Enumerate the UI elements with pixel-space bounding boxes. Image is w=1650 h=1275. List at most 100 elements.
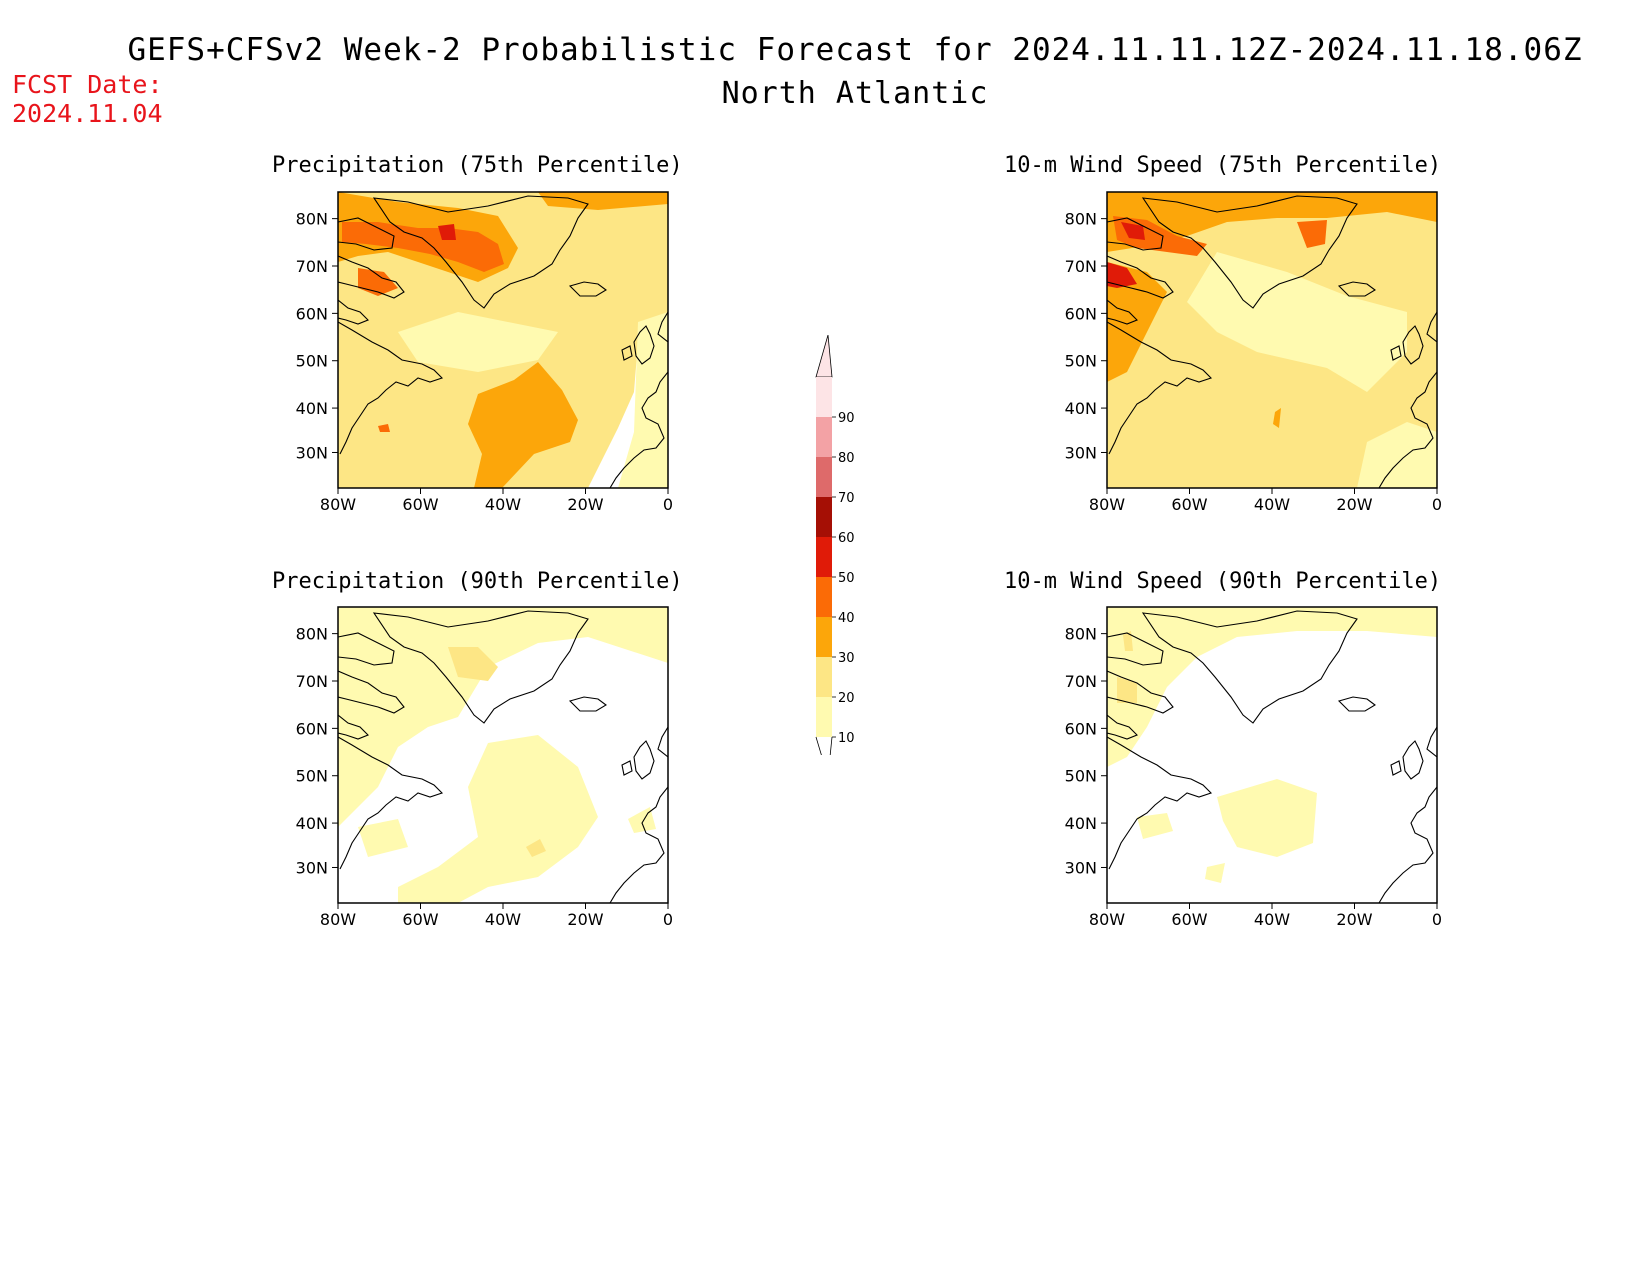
lon-tick-label: 40W	[1254, 495, 1290, 514]
probability-shading	[438, 224, 456, 240]
coastline	[1107, 255, 1174, 299]
colorbar-segment	[816, 497, 832, 537]
lat-tick-label: 30N	[1065, 858, 1097, 877]
lat-tick-label: 40N	[1065, 399, 1097, 418]
coastline	[338, 670, 405, 714]
panel-title-precip-90: Precipitation (90th Percentile)	[272, 569, 683, 594]
lat-tick-label: 60N	[1065, 719, 1097, 738]
map-wind-75: 80N 70N 60N 50N 40N 30N 80W 60W 40W 20W 0	[1057, 190, 1447, 530]
colorbar-cap-bottom	[815, 736, 833, 778]
probability-shading	[1117, 677, 1137, 703]
probability-shading	[1187, 252, 1407, 392]
coastline	[1390, 345, 1402, 361]
map-wind-90: 80N 70N 60N 50N 40N 30N 80W 60W 40W 20W 0	[1057, 605, 1447, 945]
colorbar-label: 50	[838, 571, 855, 586]
coastline	[1402, 325, 1424, 365]
coastline	[633, 325, 655, 365]
probability-shading	[1107, 262, 1137, 288]
lat-tick-label: 40N	[1065, 814, 1097, 833]
coastline	[338, 321, 444, 455]
coastline	[657, 311, 668, 343]
coastline	[1107, 714, 1138, 740]
lat-tick-label: 30N	[1065, 443, 1097, 462]
map-precip-75: 80N 70N 60N 50N 40N 30N 80W 60W 40W 20W 0	[288, 190, 678, 530]
colorbar-segment	[816, 657, 832, 697]
coastline	[338, 632, 395, 666]
coastline	[1378, 786, 1437, 903]
lon-tick-label: 0	[663, 910, 673, 929]
lon-tick-label: 40W	[1254, 910, 1290, 929]
coastline	[338, 255, 405, 299]
probability-shading	[378, 424, 390, 432]
lat-tick-label: 70N	[1065, 672, 1097, 691]
colorbar-segment	[816, 417, 832, 457]
probability-shading	[468, 362, 578, 488]
fcst-date-value: 2024.11.04	[12, 99, 163, 128]
forecast-title: GEFS+CFSv2 Week-2 Probabilistic Forecast…	[127, 32, 1583, 68]
lat-tick-label: 80N	[296, 625, 328, 644]
colorbar-segment	[816, 457, 832, 497]
lon-tick-label: 40W	[485, 910, 521, 929]
colorbar-segment	[816, 377, 832, 417]
probability-shading	[342, 222, 504, 272]
coastline	[1378, 371, 1437, 488]
lat-tick-label: 80N	[1065, 625, 1097, 644]
lat-tick-label: 30N	[296, 443, 328, 462]
probability-shading	[1121, 222, 1145, 240]
lon-tick-label: 60W	[402, 910, 438, 929]
lon-tick-label: 80W	[1089, 495, 1125, 514]
coastline	[338, 714, 369, 740]
probability-shading	[1297, 220, 1327, 248]
lon-tick-label: 80W	[320, 910, 356, 929]
panel-title-precip-75: Precipitation (75th Percentile)	[272, 153, 683, 178]
lat-tick-label: 50N	[296, 767, 328, 786]
lon-tick-label: 20W	[567, 495, 603, 514]
coastline	[621, 345, 633, 361]
colorbar-label: 10	[838, 731, 855, 746]
map-svg: 80N 70N 60N 50N 40N 30N 80W 60W 40W 20W 0	[296, 606, 673, 929]
probability-shading	[1205, 863, 1225, 883]
colorbar-label: 20	[838, 691, 855, 706]
probability-shading	[1123, 631, 1133, 651]
colorbar-cap-top	[815, 334, 833, 378]
probability-shading	[526, 839, 546, 857]
coastline	[1141, 610, 1358, 724]
colorbar-svg: 10 20 30 40 50 60 70 80 90	[815, 334, 855, 778]
coastline	[1426, 311, 1437, 343]
lat-tick-label: 50N	[296, 352, 328, 371]
map-precip-90: 80N 70N 60N 50N 40N 30N 80W 60W 40W 20W 0	[288, 605, 678, 945]
probability-shading	[338, 607, 668, 827]
lat-tick-label: 50N	[1065, 352, 1097, 371]
coastline	[338, 217, 395, 251]
probability-shading	[1357, 422, 1437, 488]
coastline	[1107, 736, 1213, 870]
region-subtitle: North Atlantic	[721, 76, 989, 111]
colorbar-label: 80	[838, 451, 855, 466]
coastline	[1107, 321, 1213, 455]
lon-tick-label: 20W	[1336, 495, 1372, 514]
lon-tick-label: 20W	[567, 910, 603, 929]
lon-tick-label: 20W	[1336, 910, 1372, 929]
map-svg: 80N 70N 60N 50N 40N 30N 80W 60W 40W 20W 0	[1065, 191, 1442, 514]
coastline	[1107, 217, 1164, 251]
coastline	[372, 195, 589, 309]
panel-title-wind-75: 10-m Wind Speed (75th Percentile)	[1004, 153, 1442, 178]
lat-tick-label: 70N	[1065, 257, 1097, 276]
probability-shading	[628, 807, 656, 833]
colorbar-segment	[816, 617, 832, 657]
colorbar: 10 20 30 40 50 60 70 80 90	[800, 334, 860, 778]
probability-shading	[1273, 408, 1281, 428]
lat-tick-label: 40N	[296, 399, 328, 418]
colorbar-segment	[816, 697, 832, 737]
coastline	[1107, 670, 1174, 714]
probability-shading	[1107, 607, 1437, 767]
lat-tick-label: 80N	[1065, 210, 1097, 229]
coastline	[609, 786, 668, 903]
probability-shading	[538, 192, 668, 210]
lat-tick-label: 50N	[1065, 767, 1097, 786]
lon-tick-label: 60W	[1171, 910, 1207, 929]
coastline	[1337, 281, 1376, 297]
lat-tick-label: 80N	[296, 210, 328, 229]
coastline	[609, 371, 668, 488]
colorbar-segment	[816, 577, 832, 617]
